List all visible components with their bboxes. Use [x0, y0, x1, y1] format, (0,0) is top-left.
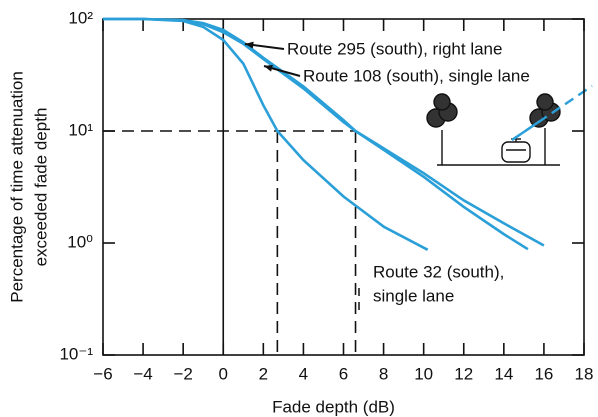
signal-path [512, 121, 540, 140]
y-axis-label: exceeded fade depth [31, 108, 50, 267]
annotation: single lane [373, 286, 454, 305]
y-tick-label: 10⁻¹ [59, 344, 93, 363]
annotation: Route 32 (south), [373, 262, 504, 281]
x-tick-label: −6 [93, 364, 112, 383]
y-axis-label: Percentage of time attenuation [7, 71, 26, 303]
x-tick-label: 2 [259, 364, 268, 383]
illustration [427, 94, 560, 165]
x-tick-label: 10 [414, 364, 433, 383]
x-tick-label: 0 [219, 364, 228, 383]
chart: −6 −4 −2 0 2 4 6 8 10 12 14 16 18 10⁻¹ 10⁰ 10¹ 10² Route … [0, 0, 598, 417]
x-tick-label: 4 [299, 364, 308, 383]
x-tick-label: 8 [379, 364, 388, 383]
y-tick-label: 10¹ [68, 120, 93, 139]
arrow-head [264, 65, 273, 72]
x-tick-label: 12 [454, 364, 473, 383]
x-tick-label: 18 [575, 364, 594, 383]
y-tick-label: 10² [68, 8, 93, 27]
x-tick-label: −2 [173, 364, 192, 383]
y-tick-label: 10⁰ [67, 232, 93, 251]
x-tick-label: −4 [133, 364, 152, 383]
x-axis-label: Fade depth (dB) [272, 397, 395, 416]
annotation: Route 295 (south), right lane [287, 39, 502, 58]
x-tick-label: 6 [339, 364, 348, 383]
x-tick-label: 14 [494, 364, 513, 383]
annotation: Route 108 (south), single lane [303, 66, 530, 85]
x-tick-label: 16 [534, 364, 553, 383]
